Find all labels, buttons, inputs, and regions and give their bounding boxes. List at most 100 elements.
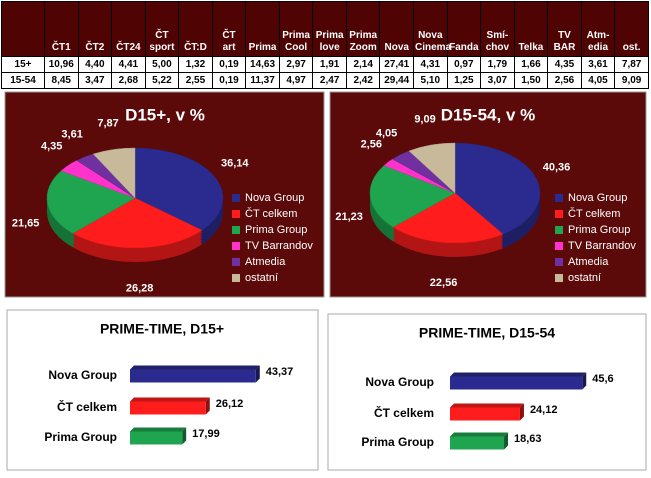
legend-label: Prima Group [245, 224, 307, 236]
legend-swatch [232, 194, 240, 202]
cell: 1,32 [178, 56, 213, 73]
category-label: Prima Group [44, 430, 117, 444]
data-label: 21,65 [12, 218, 40, 230]
bar-top [450, 432, 509, 437]
cell: 3,47 [77, 72, 113, 89]
category-label: Nova Group [365, 375, 434, 389]
cell: 0,19 [211, 56, 247, 73]
column-header: Prima Cool [278, 1, 314, 57]
column-header: Prima Zoom [345, 1, 381, 57]
table-row: 15-54 8,45 3,47 2,68 5,22 2,55 0,19 11,37 4,97 2,… [1, 72, 649, 89]
data-label: 22,56 [430, 277, 458, 289]
column-header: Fanda [446, 1, 482, 57]
bar-top [130, 427, 187, 432]
cell: 2,68 [111, 72, 146, 89]
column-header: Prima [245, 1, 280, 57]
legend-label: Atmedia [245, 256, 286, 268]
chart-title: D15-54, v % [441, 105, 536, 124]
legend-swatch [555, 258, 563, 266]
cell: 4,97 [278, 72, 314, 89]
slice [92, 147, 136, 199]
cell: 9,09 [614, 72, 649, 89]
legend-label: ostatní [568, 272, 601, 284]
cell: 0,19 [211, 72, 247, 89]
data-label: 26,28 [126, 282, 154, 294]
category-label: Nova Group [48, 368, 117, 382]
bar-top [450, 372, 587, 377]
legend-label: ČT celkem [245, 207, 297, 220]
data-label: 18,63 [514, 433, 542, 445]
slice [392, 192, 504, 244]
bar-top [450, 403, 524, 408]
data-label: 9,09 [414, 113, 435, 125]
chart-title: PRIME-TIME, D15-54 [419, 325, 555, 341]
cell: 5,22 [144, 72, 180, 89]
legend-label: Prima Group [568, 224, 630, 236]
row-label: 15-54 [1, 72, 45, 89]
legend-swatch [232, 210, 240, 218]
column-header: ČT:D [178, 1, 213, 57]
bar [450, 407, 520, 421]
data-label: 26,12 [216, 398, 244, 410]
bar-end [519, 403, 524, 421]
chart-title: D15+, v % [125, 105, 205, 124]
data-label: 21,23 [335, 211, 363, 223]
legend-swatch [555, 210, 563, 218]
cell: 11,37 [245, 72, 280, 89]
legend-label: TV Barrandov [245, 240, 313, 252]
cell: 2,55 [178, 72, 213, 89]
column-header: Atm- edia [580, 1, 616, 57]
column-header: Telka [513, 1, 549, 57]
data-label: 4,35 [41, 141, 62, 153]
legend-swatch [555, 194, 563, 202]
legend-swatch [555, 242, 563, 250]
data-label: 2,56 [361, 138, 382, 150]
legend-label: ostatní [245, 272, 278, 284]
header-row: ČT1 ČT2 ČT24 ČT sport ČT:D ČT art Prima Prima C… [1, 1, 649, 57]
column-header: ost. [614, 1, 649, 57]
bar-end [205, 397, 210, 415]
data-label: 43,37 [266, 366, 294, 378]
column-header: Nova [379, 1, 415, 57]
bar [130, 431, 183, 445]
cell: 4,41 [111, 56, 146, 73]
bar-top [130, 365, 260, 370]
data-label: 7,87 [97, 118, 118, 130]
data-label: 17,99 [192, 428, 220, 440]
bar-top [130, 397, 210, 402]
ratings-table: ČT1 ČT2 ČT24 ČT sport ČT:D ČT art Prima Prima C… [1, 1, 649, 89]
column-header: ČT24 [111, 1, 146, 57]
legend-swatch [555, 226, 563, 234]
legend-swatch [232, 226, 240, 234]
column-header: Smí- chov [480, 1, 515, 57]
cell: 3,07 [480, 72, 515, 89]
column-header: ČT2 [77, 1, 113, 57]
slice [46, 170, 136, 234]
cell: 27,41 [379, 56, 415, 73]
legend-label: TV Barrandov [568, 240, 636, 252]
cell: 5,10 [413, 72, 448, 89]
category-label: Prima Group [361, 435, 434, 449]
bar-end [182, 427, 187, 445]
chart-title: PRIME-TIME, D15+ [100, 321, 224, 337]
data-label: 4,05 [376, 127, 397, 139]
cell: 2,47 [312, 72, 347, 89]
legend-label: ČT celkem [568, 207, 620, 220]
slice [369, 165, 456, 228]
category-label: ČT celkem [57, 399, 117, 414]
data-label: 40,36 [543, 161, 571, 173]
slice [408, 142, 456, 194]
slice [72, 197, 203, 249]
corner-cell [1, 1, 45, 57]
category-label: ČT celkem [374, 405, 434, 420]
bar-end [582, 372, 587, 390]
column-header: ČT art [211, 1, 247, 57]
bar-end [504, 432, 509, 450]
cell: 4,35 [547, 56, 582, 73]
legend-swatch [232, 258, 240, 266]
cell: 4,31 [413, 56, 448, 73]
cell: 29,44 [379, 72, 415, 89]
slice [134, 147, 224, 231]
